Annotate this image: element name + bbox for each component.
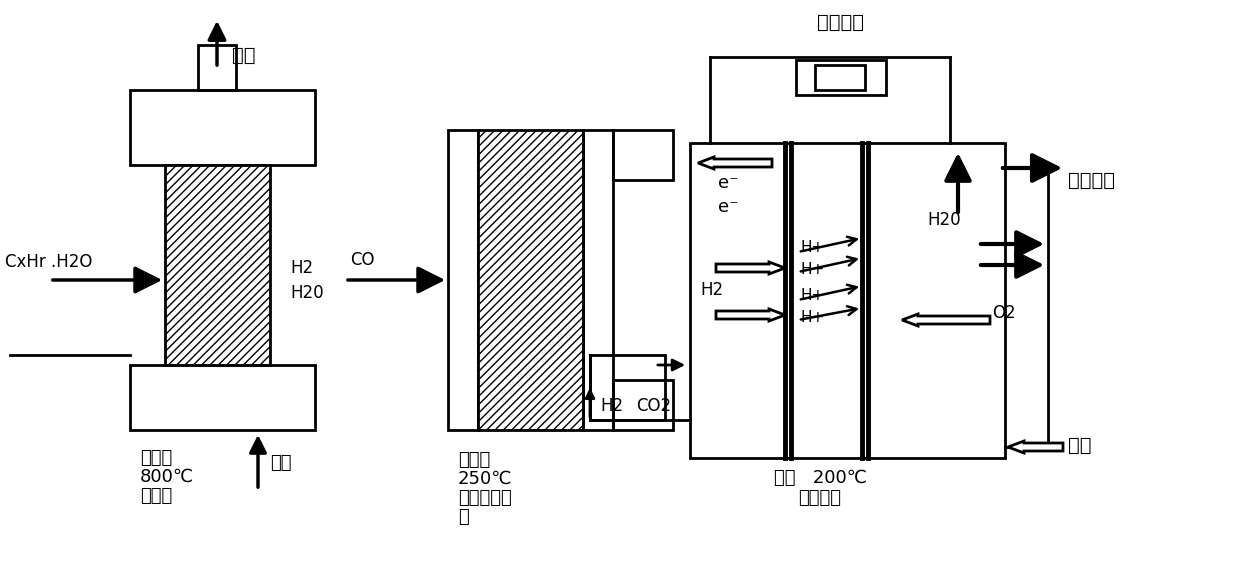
Bar: [590, 355, 665, 420]
Text: O2: O2: [992, 304, 1016, 322]
Text: 用电装置: 用电装置: [817, 12, 864, 32]
Bar: [689, 143, 1004, 458]
Text: H20: H20: [290, 284, 324, 302]
Bar: [130, 90, 315, 165]
Text: H+: H+: [800, 288, 825, 304]
Bar: [613, 130, 673, 180]
Polygon shape: [715, 262, 785, 274]
Text: CO: CO: [350, 251, 374, 269]
Bar: [198, 45, 236, 90]
Text: 排气: 排气: [232, 46, 255, 64]
Text: H+: H+: [800, 311, 825, 325]
Text: e⁻: e⁻: [718, 198, 739, 216]
Bar: [448, 130, 477, 430]
Polygon shape: [715, 309, 785, 321]
Bar: [165, 165, 270, 365]
Bar: [796, 60, 887, 95]
Text: CO2: CO2: [636, 397, 671, 415]
Text: H+: H+: [800, 262, 825, 277]
Text: 水和热能: 水和热能: [1068, 171, 1115, 189]
Text: 器: 器: [458, 508, 469, 526]
Bar: [613, 380, 673, 430]
Bar: [815, 65, 866, 90]
Polygon shape: [698, 157, 773, 169]
Bar: [583, 130, 613, 430]
Polygon shape: [1008, 441, 1063, 453]
Text: H2: H2: [290, 259, 314, 277]
Text: 250℃: 250℃: [458, 470, 512, 488]
Bar: [477, 130, 583, 430]
Text: 触媒层: 触媒层: [458, 451, 490, 469]
Text: 改制器: 改制器: [140, 487, 172, 505]
Text: 磷酸   200℃: 磷酸 200℃: [774, 469, 867, 487]
Text: 800℃: 800℃: [140, 468, 195, 486]
Text: 燃料电池: 燃料电池: [799, 489, 842, 507]
Text: H2: H2: [600, 397, 624, 415]
Text: e⁻: e⁻: [718, 174, 739, 192]
Text: H+: H+: [800, 241, 825, 256]
Text: H20: H20: [928, 211, 961, 229]
Text: 触媒层: 触媒层: [140, 449, 172, 467]
Text: 加热: 加热: [270, 454, 291, 472]
Text: 空气: 空气: [1068, 436, 1091, 454]
Bar: [130, 365, 315, 430]
Text: CxHr .H2O: CxHr .H2O: [5, 253, 92, 271]
Text: H2: H2: [701, 281, 723, 299]
Polygon shape: [901, 314, 990, 326]
Text: 移位反应器: 移位反应器: [458, 489, 512, 507]
